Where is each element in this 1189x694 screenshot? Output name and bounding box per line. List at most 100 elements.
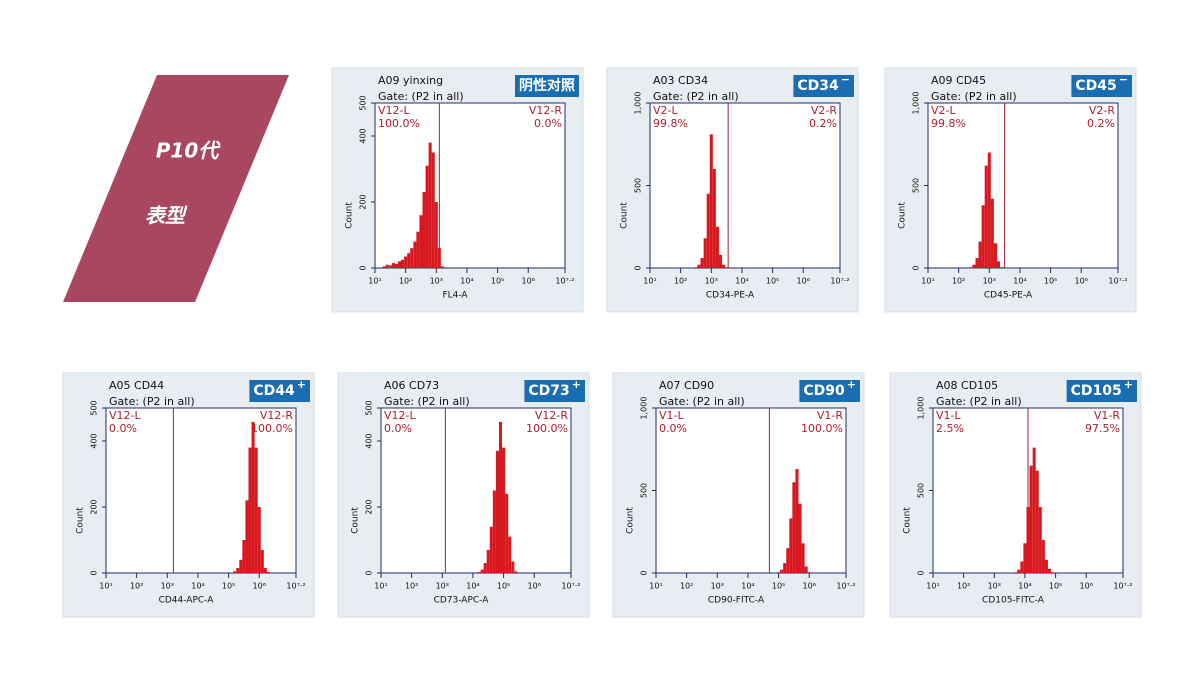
region-label: 99.8%	[931, 117, 966, 130]
badge-text: CD34	[797, 78, 839, 94]
region-label: 100.0%	[801, 422, 843, 435]
y-tick-label: 400	[365, 433, 374, 448]
region-name: V2-L	[653, 104, 678, 117]
histogram-bar	[483, 563, 487, 573]
histogram-bar	[437, 248, 441, 268]
y-axis-label: Count	[903, 507, 913, 534]
histogram-bar	[505, 493, 509, 573]
histogram-bar	[1047, 568, 1051, 573]
region-label: 100.0%	[251, 422, 293, 435]
histogram-bar	[700, 258, 704, 268]
x-tick-label: 10⁶	[253, 582, 266, 591]
badge-sign: −	[841, 73, 850, 86]
y-axis-label: Count	[620, 202, 630, 229]
badge-text: CD105	[1071, 383, 1122, 399]
y-axis-label: Count	[76, 507, 86, 534]
histogram-bar	[996, 261, 1001, 268]
histogram-bar	[416, 231, 420, 268]
histogram-bar	[502, 447, 506, 573]
histogram-bar	[789, 518, 793, 573]
region-label: 0.2%	[809, 117, 837, 130]
y-tick-label: 400	[90, 433, 99, 448]
histogram-bar	[511, 561, 515, 573]
plot-area	[649, 102, 841, 269]
badge	[1066, 380, 1137, 402]
region-name: V2-R	[811, 104, 837, 117]
y-tick-label: 500	[634, 178, 643, 193]
x-tick-label: 10⁶	[522, 277, 535, 286]
histogram-bar	[1014, 572, 1018, 573]
region-label: 100.0%	[378, 117, 420, 130]
x-tick-label: 10⁷·²	[555, 277, 574, 286]
plot-area	[655, 407, 847, 574]
x-axis-label: CD45-PE-A	[984, 291, 1033, 301]
x-tick-label: 10¹	[374, 582, 387, 591]
histogram-bar	[254, 447, 258, 573]
x-tick-label: 10⁶	[528, 582, 541, 591]
x-tick-label: 10¹	[643, 277, 656, 286]
y-tick-label: 500	[912, 178, 921, 193]
badge-text: 阴性对照	[519, 77, 575, 94]
plot-area	[374, 102, 566, 269]
x-axis-label: FL4-A	[442, 291, 468, 301]
histogram-bar	[792, 482, 796, 573]
x-tick-label: 10⁷·²	[1113, 582, 1132, 591]
histogram-bar	[239, 559, 243, 573]
y-axis-label: Count	[898, 202, 908, 229]
y-axis-label: Count	[351, 507, 361, 534]
x-tick-label: 10⁴	[735, 277, 748, 286]
y-axis-label: Count	[345, 202, 355, 229]
region-name: V12-L	[109, 409, 141, 422]
x-tick-label: 10⁴	[741, 582, 754, 591]
histogram-bar	[1050, 572, 1055, 573]
histogram-bar	[434, 202, 438, 268]
gate-text: Gate: (P2 in all)	[936, 395, 1022, 408]
x-tick-label: 10³	[436, 582, 449, 591]
histogram-bar	[260, 549, 264, 573]
histogram-bar	[804, 566, 808, 573]
region-name: V1-R	[1094, 409, 1120, 422]
y-tick-label: 500	[90, 400, 99, 415]
histogram-bar	[422, 192, 426, 268]
histogram-bar	[709, 134, 713, 268]
y-tick-label: 1,000	[634, 92, 643, 115]
histogram-bar	[718, 254, 723, 268]
y-tick-label: 200	[365, 499, 374, 514]
histogram-bar	[801, 543, 805, 573]
panel-title: A06 CD73	[384, 379, 439, 392]
badge-text: CD73	[528, 383, 569, 399]
x-axis-label: CD34-PE-A	[706, 291, 755, 301]
histogram-bar	[703, 238, 707, 268]
x-axis-label: CD44-APC-A	[159, 596, 215, 606]
x-tick-label: 10⁶	[797, 277, 810, 286]
histogram-bar	[697, 264, 701, 268]
histogram-bar	[722, 264, 726, 268]
x-tick-label: 10⁷·²	[561, 582, 580, 591]
gate-text: Gate: (P2 in all)	[653, 90, 739, 103]
x-tick-label: 10⁷·²	[286, 582, 305, 591]
x-tick-label: 10⁷·²	[1108, 277, 1127, 286]
histogram-bar	[1023, 543, 1027, 573]
x-tick-label: 10⁴	[460, 277, 473, 286]
region-name: V12-L	[384, 409, 416, 422]
histogram-bar	[508, 536, 512, 573]
histogram-bar	[780, 569, 784, 573]
histogram-bar	[807, 572, 811, 573]
histogram-bar	[712, 169, 716, 268]
histogram-bar	[410, 248, 414, 268]
badge-sign: +	[297, 378, 306, 391]
panel-title: A03 CD34	[653, 74, 708, 87]
x-axis-label: CD105-FITC-A	[982, 596, 1045, 606]
histogram-bar	[1044, 559, 1048, 573]
histogram-bar	[1017, 569, 1021, 573]
region-name: V1-R	[817, 409, 843, 422]
y-tick-label: 400	[359, 128, 368, 143]
x-tick-label: 10³	[430, 277, 443, 286]
x-tick-label: 10¹	[99, 582, 112, 591]
histogram-bar	[795, 469, 799, 573]
badge-sign: +	[847, 378, 856, 391]
x-tick-label: 10³	[988, 582, 1001, 591]
y-tick-label: 200	[359, 194, 368, 209]
badge	[1071, 75, 1132, 97]
badge-sign: +	[572, 378, 581, 391]
